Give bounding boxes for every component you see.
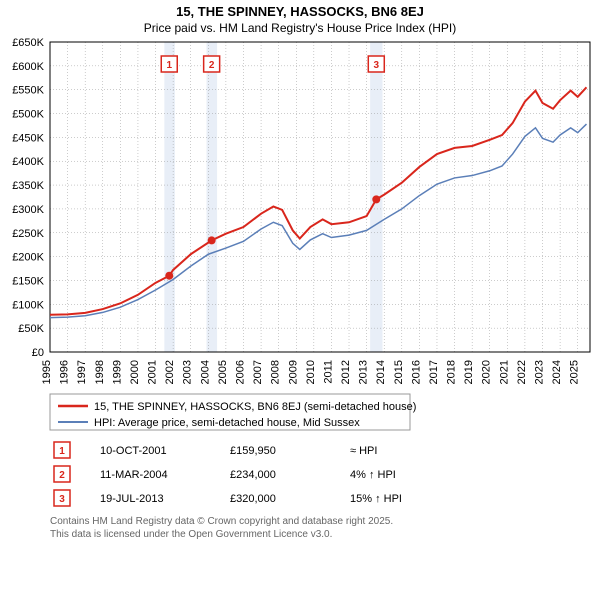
highlight-band: [164, 42, 175, 352]
x-tick-label: 2015: [393, 360, 405, 384]
price-chart-container: 15, THE SPINNEY, HASSOCKS, BN6 8EJ Price …: [0, 0, 600, 590]
tx-compare: ≈ HPI: [350, 445, 377, 457]
svg-text:This data is licensed under th: This data is licensed under the Open Gov…: [50, 529, 332, 540]
tx-compare: 15% ↑ HPI: [350, 493, 402, 505]
y-tick-label: £350K: [12, 180, 44, 192]
x-tick-label: 2011: [322, 360, 334, 384]
x-tick-label: 1996: [59, 360, 71, 384]
y-tick-label: £0: [32, 347, 44, 359]
x-tick-label: 1998: [94, 360, 106, 384]
y-tick-label: £650K: [12, 37, 44, 49]
x-tick-label: 2020: [481, 360, 493, 384]
sale-marker-number: 3: [374, 60, 380, 71]
x-tick-label: 2003: [182, 360, 194, 384]
attribution-footer: Contains HM Land Registry data © Crown c…: [50, 516, 393, 540]
y-tick-label: £450K: [12, 132, 44, 144]
sale-marker-dot: [208, 236, 216, 244]
x-tick-label: 2004: [199, 360, 211, 384]
x-tick-label: 2008: [270, 360, 282, 384]
x-tick-label: 2010: [305, 360, 317, 384]
y-tick-label: £250K: [12, 228, 44, 240]
tx-marker-number: 2: [59, 470, 65, 481]
x-tick-label: 2001: [147, 360, 159, 384]
x-tick-label: 2000: [129, 360, 141, 384]
x-tick-label: 2002: [164, 360, 176, 384]
tx-date: 10-OCT-2001: [100, 445, 167, 457]
y-tick-label: £600K: [12, 61, 44, 73]
x-tick-label: 2016: [410, 360, 422, 384]
tx-compare: 4% ↑ HPI: [350, 469, 396, 481]
x-tick-label: 2005: [217, 360, 229, 384]
chart-title: 15, THE SPINNEY, HASSOCKS, BN6 8EJ: [176, 4, 424, 19]
x-tick-label: 1995: [41, 360, 53, 384]
y-tick-label: £200K: [12, 252, 44, 264]
sale-marker-dot: [165, 272, 173, 280]
sale-marker-dot: [372, 195, 380, 203]
x-tick-label: 2022: [516, 360, 528, 384]
tx-price: £320,000: [230, 493, 276, 505]
x-tick-label: 2006: [234, 360, 246, 384]
x-tick-label: 1997: [76, 360, 88, 384]
y-tick-label: £50K: [18, 323, 44, 335]
sale-marker-number: 1: [166, 60, 172, 71]
x-tick-label: 2007: [252, 360, 264, 384]
chart-subtitle: Price paid vs. HM Land Registry's House …: [144, 21, 456, 35]
legend-label: 15, THE SPINNEY, HASSOCKS, BN6 8EJ (semi…: [94, 401, 416, 413]
y-tick-label: £550K: [12, 85, 44, 97]
y-tick-label: £100K: [12, 299, 44, 311]
legend-label: HPI: Average price, semi-detached house,…: [94, 417, 360, 429]
y-tick-label: £150K: [12, 275, 44, 287]
tx-date: 19-JUL-2013: [100, 493, 164, 505]
x-tick-label: 2023: [534, 360, 546, 384]
x-tick-label: 2021: [498, 360, 510, 384]
tx-marker-number: 1: [59, 446, 65, 457]
y-tick-label: £400K: [12, 156, 44, 168]
x-tick-label: 2025: [569, 360, 581, 384]
highlight-band: [207, 42, 218, 352]
sale-marker-number: 2: [209, 60, 215, 71]
x-tick-label: 1999: [111, 360, 123, 384]
x-tick-label: 2018: [446, 360, 458, 384]
y-tick-label: £500K: [12, 109, 44, 121]
x-tick-label: 2009: [287, 360, 299, 384]
x-tick-label: 2013: [358, 360, 370, 384]
chart-svg: 15, THE SPINNEY, HASSOCKS, BN6 8EJ Price …: [0, 0, 600, 590]
tx-date: 11-MAR-2004: [100, 469, 168, 481]
x-tick-label: 2024: [551, 360, 563, 384]
tx-price: £159,950: [230, 445, 276, 457]
svg-text:Contains HM Land Registry data: Contains HM Land Registry data © Crown c…: [50, 516, 393, 527]
x-tick-label: 2019: [463, 360, 475, 384]
x-tick-label: 2014: [375, 360, 387, 384]
tx-marker-number: 3: [59, 494, 65, 505]
y-tick-label: £300K: [12, 204, 44, 216]
x-tick-label: 2017: [428, 360, 440, 384]
tx-price: £234,000: [230, 469, 276, 481]
x-tick-label: 2012: [340, 360, 352, 384]
